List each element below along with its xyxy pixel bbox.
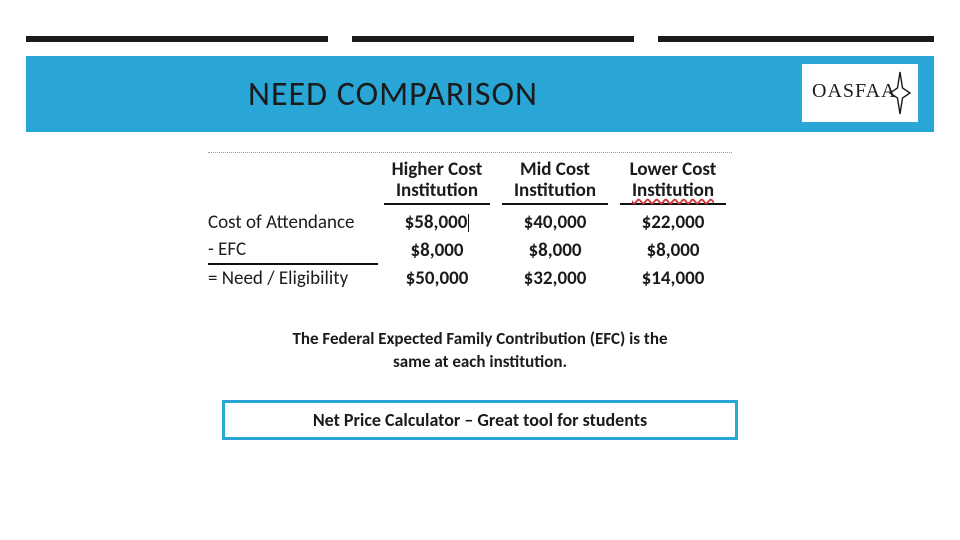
- logo-text: OASFAA: [812, 80, 897, 103]
- cell: $32,000: [496, 264, 614, 292]
- col-header: Mid Cost Institution: [496, 158, 614, 207]
- rule-gap: [328, 36, 352, 42]
- table-row: Cost of Attendance $58,000 $40,000 $22,0…: [208, 207, 732, 236]
- cell: $8,000: [614, 236, 732, 264]
- note-text: The Federal Expected Family Contribution…: [0, 328, 960, 374]
- title-band: NEED COMPARISON: [26, 56, 934, 132]
- col-header: Lower Cost Institution: [614, 158, 732, 207]
- cell: $50,000: [378, 264, 496, 292]
- table-row: - EFC $8,000 $8,000 $8,000: [208, 236, 732, 264]
- cell: $14,000: [614, 264, 732, 292]
- callout-text: Net Price Calculator – Great tool for st…: [313, 409, 647, 431]
- star-icon: [888, 70, 912, 116]
- top-rule: [26, 36, 934, 42]
- cell: $40,000: [496, 207, 614, 236]
- cell: $8,000: [378, 236, 496, 264]
- table-row: = Need / Eligibility $50,000 $32,000 $14…: [208, 264, 732, 292]
- row-label: - EFC: [208, 236, 378, 264]
- page-title: NEED COMPARISON: [248, 74, 538, 115]
- row-label: Cost of Attendance: [208, 207, 378, 236]
- callout-box: Net Price Calculator – Great tool for st…: [222, 400, 738, 440]
- cell: $58,000: [378, 207, 496, 236]
- row-label: = Need / Eligibility: [208, 264, 378, 292]
- cell: $8,000: [496, 236, 614, 264]
- dotted-divider: [208, 152, 732, 153]
- comparison-table: Higher Cost Institution Mid Cost Institu…: [208, 158, 732, 292]
- logo: OASFAA: [802, 64, 918, 122]
- cell: $22,000: [614, 207, 732, 236]
- rule-gap: [634, 36, 658, 42]
- table-header-row: Higher Cost Institution Mid Cost Institu…: [208, 158, 732, 207]
- col-header: Higher Cost Institution: [378, 158, 496, 207]
